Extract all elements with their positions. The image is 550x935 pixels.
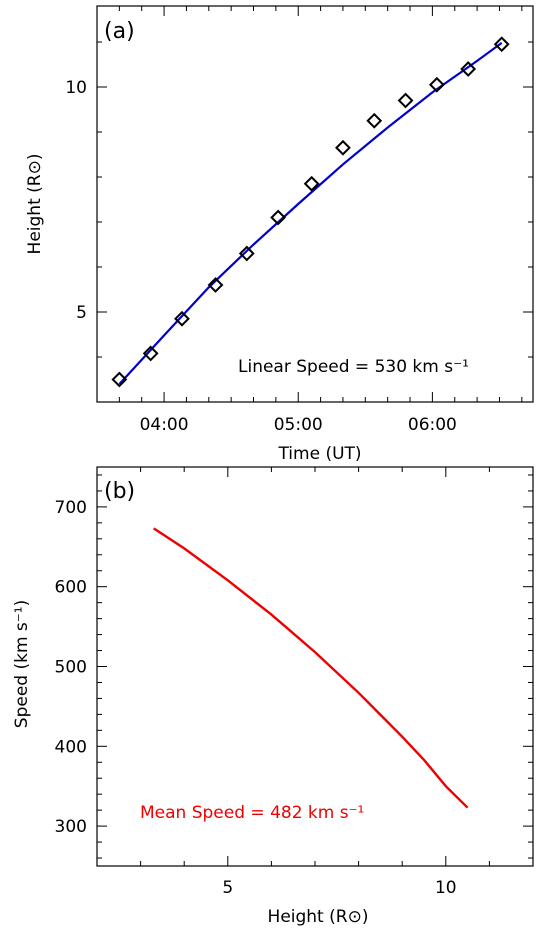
panel-a-x-axis-label: Time (UT) [277,444,361,464]
panel-a-data-point [335,139,351,156]
panel-a: (a) 04:00 05:00 06:00 5 10 Linear Speed = 53… [25,5,534,464]
panel-a-data-point [428,76,445,93]
panel-a-data-point [303,175,320,192]
panel-a-data-point [111,371,128,388]
panel-a-data-point [207,277,224,293]
panel-a-data-point [460,61,477,77]
panel-a-y-tick-label: 10 [65,78,87,98]
panel-a-fit-line [118,42,503,385]
panel-a-data-point [366,112,383,129]
panel-a-annotation: Linear Speed = 530 km s⁻¹ [238,357,469,377]
panel-a-ticks [96,6,533,403]
panel-a-data-point [397,92,414,109]
panel-b-speed-line [153,527,469,809]
panel-b-ticks [96,467,534,866]
panel-b-x-tick-label: 5 [222,878,233,898]
panel-a-y-axis-label: Height (R⊙) [25,154,45,255]
panel-a-data-points [111,36,510,388]
panel-b-y-tick-label: 600 [55,578,87,598]
panel-a-data-point [238,245,255,262]
panel-b-x-axis-label: Height (R⊙) [268,907,369,927]
panel-a-tick-labels: 04:00 05:00 06:00 5 10 [65,78,457,435]
panel-b-y-tick-label: 500 [55,658,87,678]
panel-b-label: (b) [104,479,135,504]
panel-b-y-axis-label: Speed (km s⁻¹) [12,600,32,728]
panel-b-y-tick-label: 400 [55,737,87,757]
panel-a-label: (a) [104,19,135,44]
panel-a-data-point [270,209,287,226]
panel-b-y-tick-label: 700 [55,498,87,518]
panel-a-data-point [493,36,510,53]
panel-b-y-tick-label: 300 [55,817,87,837]
panel-b-tick-labels: 5 10 300 400 500 600 700 [55,498,457,898]
panel-a-x-tick-label: 04:00 [140,415,189,435]
panel-a-y-tick-label: 5 [76,303,87,323]
panel-b-annotation: Mean Speed = 482 km s⁻¹ [140,803,364,823]
panel-a-data-point [142,345,159,362]
panel-a-x-tick-label: 06:00 [408,415,457,435]
panel-b-x-tick-label: 10 [435,878,457,898]
panel-a-data-point [174,310,190,327]
panel-a-x-tick-label: 05:00 [274,415,323,435]
panel-a-plot-frame [96,5,534,403]
panel-b: (b) 5 10 300 400 500 600 700 Mean Speed = 482 … [12,466,534,927]
